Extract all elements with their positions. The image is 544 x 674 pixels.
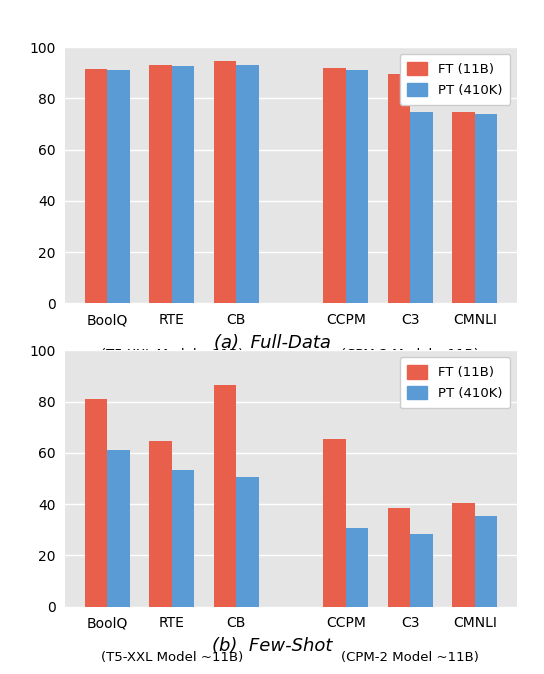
Text: (T5-XXL Model ~11B): (T5-XXL Model ~11B): [101, 651, 243, 664]
Text: (b)  Few-Shot: (b) Few-Shot: [212, 637, 332, 655]
Bar: [214, 385, 236, 607]
Bar: [172, 470, 194, 607]
Bar: [236, 65, 259, 303]
Bar: [475, 114, 497, 303]
Text: (CPM-2 Model ~11B): (CPM-2 Model ~11B): [342, 651, 479, 664]
Bar: [346, 70, 368, 303]
Bar: [475, 516, 497, 607]
Bar: [107, 70, 130, 303]
Bar: [172, 66, 194, 303]
Bar: [452, 503, 475, 607]
Bar: [346, 528, 368, 607]
Bar: [323, 67, 346, 303]
Bar: [388, 508, 410, 607]
Legend: FT (11B), PT (410K): FT (11B), PT (410K): [399, 54, 510, 104]
Bar: [236, 477, 259, 607]
Legend: FT (11B), PT (410K): FT (11B), PT (410K): [399, 357, 510, 408]
Bar: [410, 534, 433, 607]
Bar: [149, 441, 172, 607]
Bar: [149, 65, 172, 303]
Bar: [107, 450, 130, 607]
Text: (a)  Full-Data: (a) Full-Data: [214, 334, 330, 352]
Bar: [85, 399, 107, 607]
Bar: [410, 113, 433, 303]
Text: (T5-XXL Model ~11B): (T5-XXL Model ~11B): [101, 348, 243, 361]
Bar: [214, 61, 236, 303]
Bar: [388, 74, 410, 303]
Bar: [452, 113, 475, 303]
Bar: [85, 69, 107, 303]
Bar: [323, 439, 346, 607]
Text: (CPM-2 Model ~11B): (CPM-2 Model ~11B): [342, 348, 479, 361]
